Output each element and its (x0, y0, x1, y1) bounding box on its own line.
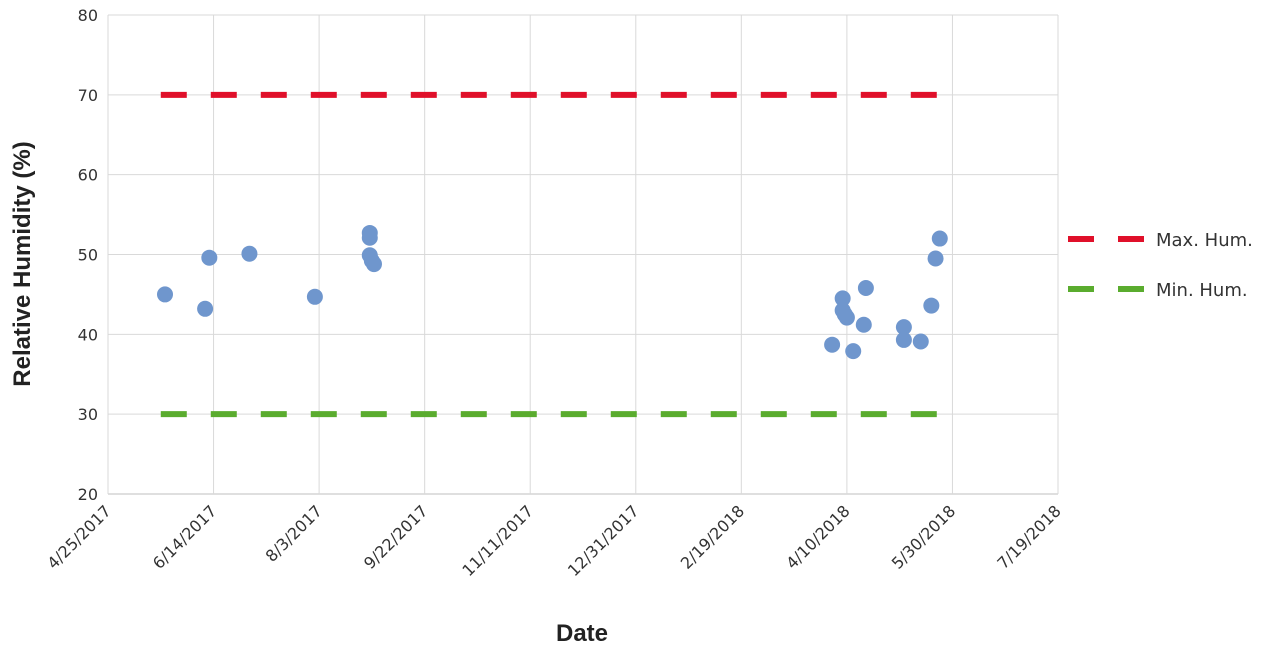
y-tick-label: 20 (78, 485, 98, 504)
data-point (306, 288, 323, 305)
data-point (857, 280, 874, 297)
x-tick-label: 4/10/2018 (782, 501, 853, 572)
x-tick-label: 4/25/2017 (43, 501, 114, 572)
series-lines (160, 91, 942, 418)
data-point (834, 290, 851, 307)
data-point (912, 333, 929, 350)
legend-min-label: Min. Hum. (1156, 280, 1248, 301)
y-tick-label: 40 (78, 325, 98, 344)
data-point (241, 245, 258, 262)
data-point (838, 309, 855, 326)
data-point (157, 286, 173, 303)
x-tick-label: 9/22/2017 (360, 501, 431, 572)
x-tick-label: 2/19/2018 (677, 501, 748, 572)
data-point (366, 256, 382, 273)
y-tick-label: 50 (78, 246, 98, 265)
data-point (197, 300, 214, 317)
x-tick-label: 7/19/2018 (993, 501, 1064, 572)
legend-max-label: Max. Hum. (1156, 230, 1253, 251)
x-tick-label: 8/3/2017 (262, 501, 326, 565)
legend: Max. Hum. Min. Hum. (1068, 230, 1253, 301)
x-tick-label: 11/11/2017 (458, 501, 537, 580)
data-point (927, 250, 944, 267)
data-point (361, 229, 378, 246)
data-point (931, 230, 948, 247)
data-point (824, 336, 841, 353)
data-point (845, 343, 862, 360)
y-tick-label: 70 (78, 86, 98, 105)
x-tick-label: 6/14/2017 (149, 501, 220, 572)
x-axis-title: Date (556, 620, 608, 645)
y-axis-title: Relative Humidity (%) (9, 141, 36, 386)
x-axis-ticks: 4/25/2017 6/14/2017 8/3/2017 9/22/2017 11/11… (43, 501, 1064, 580)
data-point (855, 316, 872, 333)
y-tick-label: 30 (78, 405, 98, 424)
x-tick-label: 12/31/2017 (564, 501, 643, 580)
y-tick-label: 60 (78, 166, 98, 185)
x-tick-label: 5/30/2018 (888, 501, 959, 572)
data-point (895, 331, 912, 348)
y-axis-ticks: 20 30 40 50 60 70 80 (78, 6, 98, 504)
data-points (157, 224, 948, 360)
data-point (895, 319, 912, 336)
data-point (201, 249, 218, 266)
data-point (923, 297, 940, 314)
y-tick-label: 80 (78, 6, 98, 25)
